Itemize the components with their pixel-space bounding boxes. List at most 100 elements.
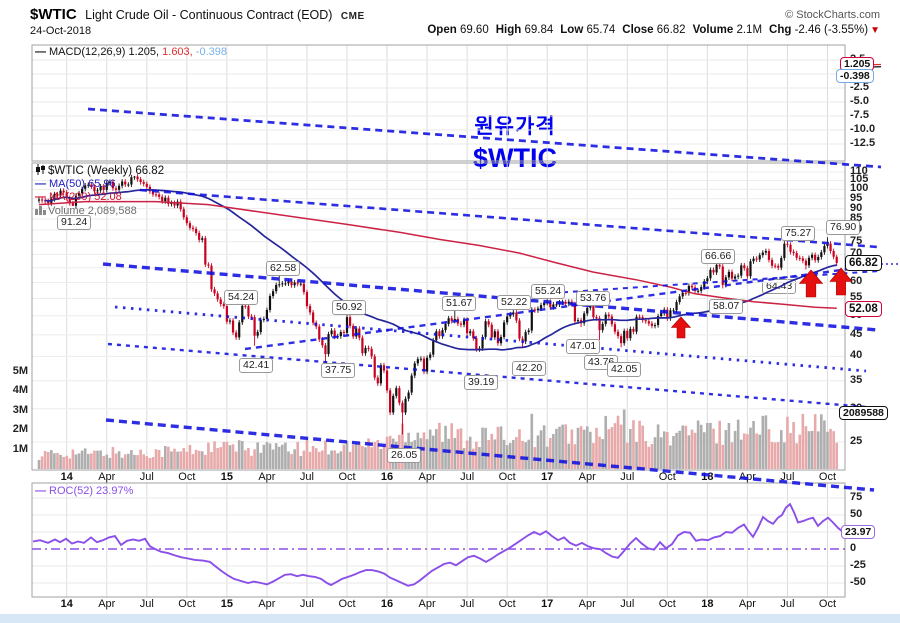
price-callout-label: 26.05: [387, 448, 422, 463]
axis-value-box: 2089588: [839, 406, 888, 420]
main-chart-legend: $WTIC (Weekly) 66.82 — MA(50) 65.96 — MA(2…: [35, 164, 164, 218]
price-callout-label: 66.66: [701, 249, 736, 264]
roc-x-axis-label: Oct: [178, 598, 196, 610]
roc-x-axis-label: 17: [541, 598, 554, 610]
quote-value: 65.74: [583, 24, 616, 36]
macd-indicator-label: MACD(12,26,9): [49, 46, 126, 58]
annotation-line1: 원유가격: [474, 115, 556, 138]
annotation-line2: $WTIC: [473, 143, 557, 173]
roc-x-axis-label: 15: [220, 598, 233, 610]
chart-header: $WTIC Light Crude Oil - Continuous Contr…: [30, 6, 365, 24]
quote-value: 2.1M: [733, 24, 763, 36]
roc-axis-tick: 75: [850, 491, 863, 503]
roc-x-axis-label: 14: [60, 598, 73, 610]
change-down-icon: ▼: [870, 25, 880, 36]
main-x-axis-label: Oct: [338, 471, 356, 483]
price-callout-label: 91.24: [57, 215, 92, 230]
quote-label: Low: [560, 24, 584, 36]
price-callout-label: 37.75: [321, 363, 356, 378]
korean-annotation: 원유가격 $WTIC: [430, 110, 600, 174]
price-axis-tick: 75: [850, 234, 863, 247]
macd-axis-tick: -10.0: [850, 123, 876, 135]
volume-axis-tick: 4M: [12, 384, 28, 396]
macd-value: 1.205,: [128, 46, 160, 58]
macd-line-swatch: —: [35, 46, 46, 58]
ma200-line-swatch: —: [35, 191, 46, 203]
macd-signal-value: 1.603,: [162, 46, 193, 58]
price-callout-label: 53.76: [576, 291, 611, 306]
quote-label: Open: [427, 24, 457, 36]
price-callout-label: 47.01: [566, 339, 601, 354]
roc-x-axis-label: Oct: [338, 598, 356, 610]
roc-x-axis-label: Oct: [498, 598, 516, 610]
roc-x-axis-label: 18: [701, 598, 714, 610]
stockcharts-copyright-link[interactable]: © StockCharts.com: [785, 9, 880, 21]
main-x-axis-label: Oct: [498, 471, 516, 483]
price-axis-tick: 25: [850, 435, 863, 448]
candlestick-icon: [36, 164, 45, 175]
ohlc-quote-bar: Open 69.60 High 69.84 Low 65.74 Close 66.82…: [420, 24, 880, 36]
price-axis-tick: 55: [850, 291, 863, 304]
roc-x-axis-label: Apr: [418, 598, 436, 610]
axis-value-box: 1.205: [840, 57, 875, 71]
price-callout-label: 75.27: [781, 226, 816, 241]
quote-value: 69.84: [521, 24, 554, 36]
quote-value: -2.46 (-3.55%): [791, 24, 869, 36]
main-x-axis-label: Jul: [299, 471, 314, 483]
main-x-axis-label: 16: [380, 471, 394, 483]
main-x-axis-label: 17: [541, 471, 554, 483]
roc-indicator-label: ROC(52) 23.97%: [49, 485, 134, 497]
price-callout-label: 42.41: [239, 358, 274, 373]
macd-axis-tick: -2.5: [850, 81, 869, 93]
roc-x-axis-label: Oct: [658, 598, 676, 610]
price-axis-tick: 95: [850, 191, 863, 204]
roc-x-axis-label: Jul: [139, 598, 154, 610]
quote-value: 69.60: [456, 24, 489, 36]
roc-x-axis-label: Jul: [299, 598, 314, 610]
ma200-label: MA(200) 52.08: [49, 191, 122, 203]
chart-date: 24-Oct-2018: [30, 25, 92, 37]
volume-bars-icon: [35, 205, 46, 215]
roc-x-axis-label: Jul: [620, 598, 635, 610]
price-callout-label: 52.22: [497, 295, 532, 310]
price-axis-tick: 90: [850, 201, 863, 214]
price-axis-tick: 45: [850, 327, 863, 340]
roc-axis-tick: 0: [850, 542, 857, 554]
volume-label: Volume 2,089,588: [48, 204, 137, 217]
price-callout-label: 42.20: [512, 361, 547, 376]
macd-axis-tick: -12.5: [850, 137, 876, 149]
axis-value-box: 23.97: [841, 525, 876, 539]
quote-value: 66.82: [653, 24, 686, 36]
main-x-axis-label: Apr: [418, 471, 436, 483]
main-x-axis-label: Apr: [98, 471, 116, 483]
macd-axis-tick: -5.0: [850, 95, 869, 107]
main-x-axis-label: Oct: [178, 471, 196, 483]
main-x-axis-label: 15: [220, 471, 233, 483]
main-x-axis-label: Jul: [780, 471, 795, 483]
price-callout-label: 39.19: [464, 375, 499, 390]
quote-label: Chg: [769, 24, 792, 36]
price-axis-tick: 40: [850, 349, 863, 362]
main-x-axis-label: Jul: [460, 471, 475, 483]
roc-axis-tick: -50: [850, 576, 866, 588]
ma50-line-swatch: —: [35, 177, 46, 190]
roc-x-axis-label: Apr: [98, 598, 116, 610]
main-x-axis-label: Jul: [139, 471, 154, 483]
price-axis-tick: 110: [850, 165, 868, 177]
axis-value-box: 66.82: [845, 255, 882, 271]
roc-legend: — ROC(52) 23.97%: [35, 485, 133, 497]
volume-axis-tick: 5M: [12, 364, 28, 377]
volume-axis-tick: 1M: [12, 442, 28, 455]
chart-title: Light Crude Oil - Continuous Contract (E…: [85, 8, 333, 22]
price-callout-label: 42.05: [607, 362, 642, 377]
ma50-label: MA(50) 65.96: [49, 177, 116, 190]
quote-label: Close: [622, 24, 654, 36]
price-axis-tick: 35: [850, 373, 863, 386]
roc-axis-tick: -25: [850, 559, 866, 571]
price-callout-label: 50.92: [332, 300, 367, 315]
roc-x-axis-label: Jul: [780, 598, 795, 610]
volume-axis-tick: 2M: [12, 423, 28, 435]
price-axis-tick: 60: [850, 275, 863, 288]
roc-x-axis-label: Oct: [818, 598, 837, 610]
